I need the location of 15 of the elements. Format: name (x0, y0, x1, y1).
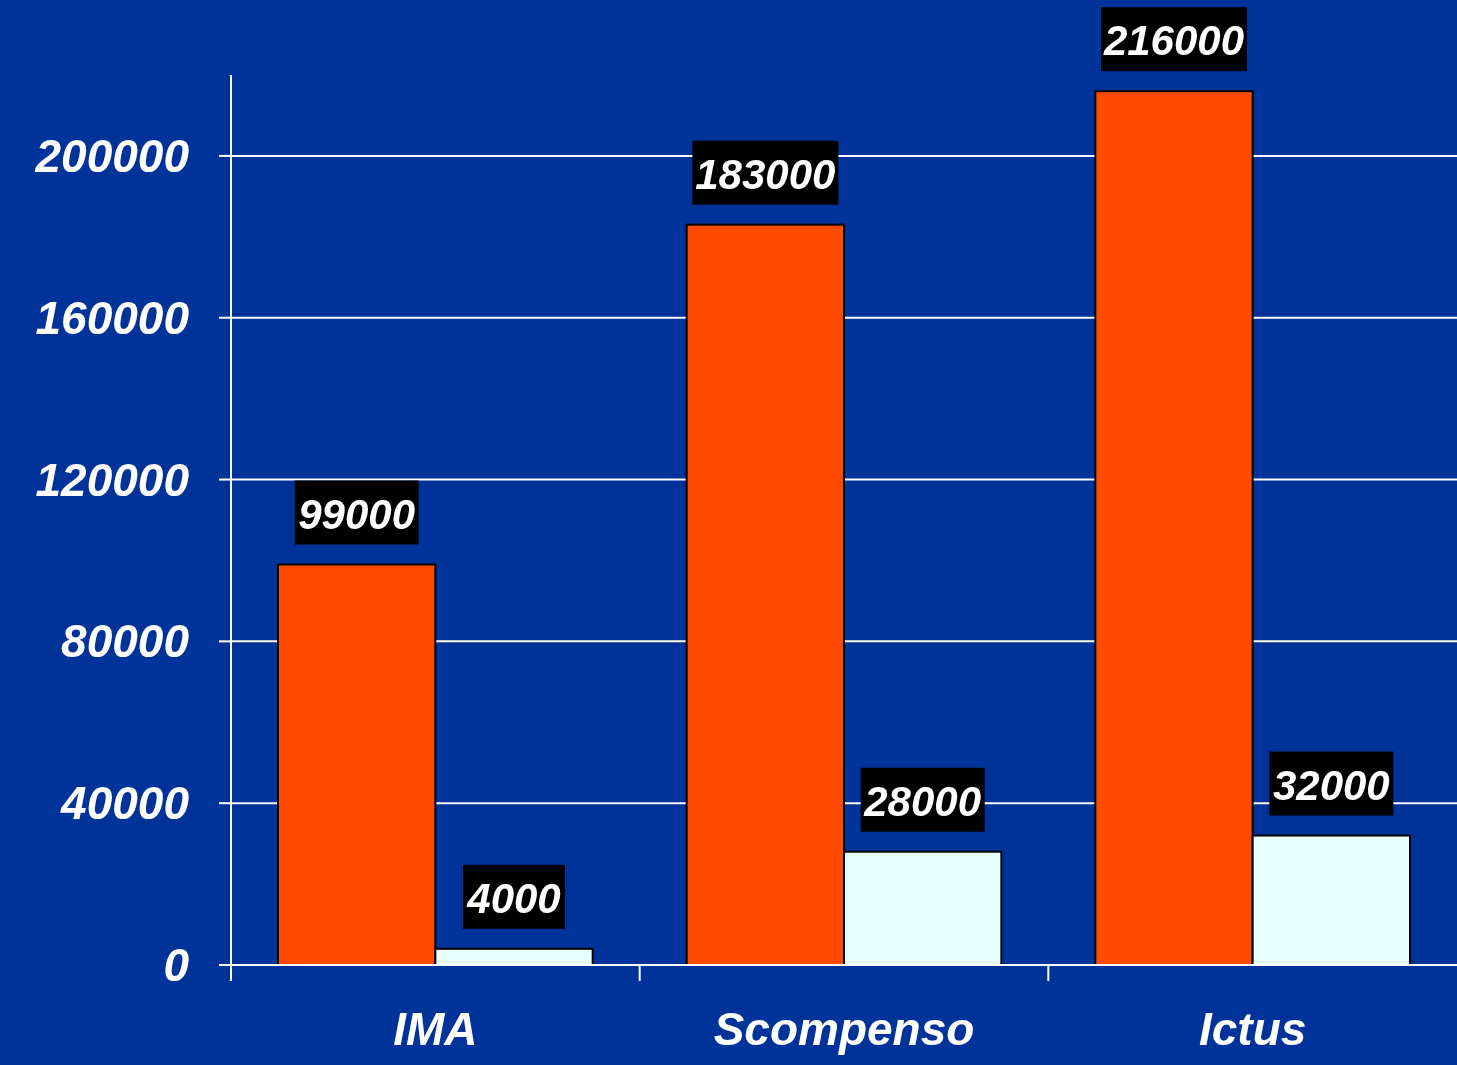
y-tick-label: 80000 (61, 615, 190, 668)
data-label: 28000 (863, 777, 982, 825)
data-label: 4000 (466, 874, 561, 922)
data-label: 183000 (695, 150, 836, 198)
data-label: 216000 (1102, 17, 1245, 65)
data-label: 99000 (298, 490, 416, 538)
data-label: 32000 (1272, 761, 1390, 809)
y-tick-label: 120000 (35, 453, 190, 506)
y-tick-label: 40000 (60, 777, 190, 830)
x-tick-label: Ictus (1198, 1003, 1307, 1055)
x-tick-label: IMA (393, 1003, 478, 1055)
x-tick-label: Scompenso (713, 1003, 975, 1055)
y-tick-label: 0 (163, 939, 190, 992)
y-tick-label: 200000 (34, 130, 190, 183)
y-tick-label: 160000 (35, 291, 190, 344)
